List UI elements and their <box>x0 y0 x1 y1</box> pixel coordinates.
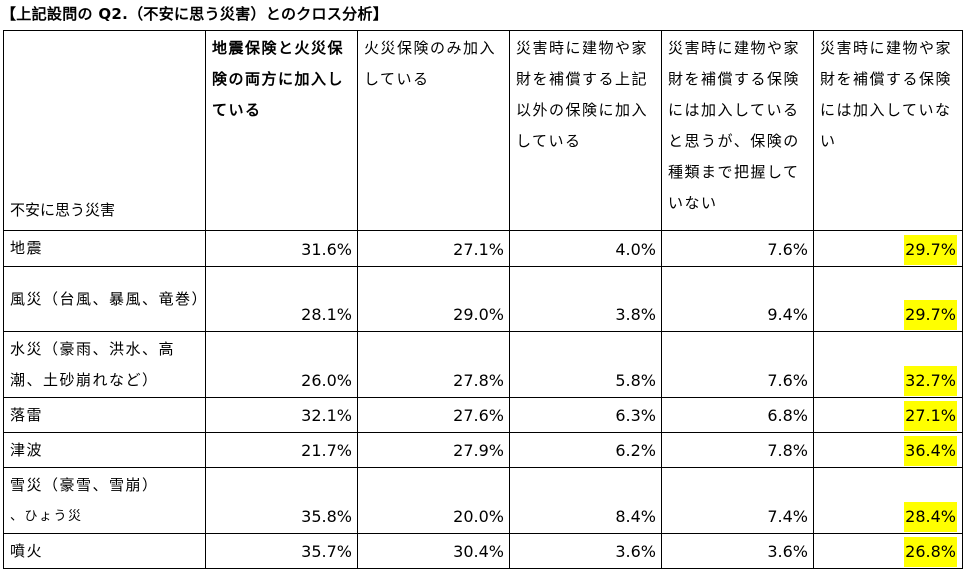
table-cell: 7.8% <box>661 432 814 468</box>
table-cell: 4.0% <box>509 230 662 267</box>
table-row: 雪災（豪雪、雪崩） 、ひょう災 35.8% 20.0% 8.4% 7.4% 28… <box>3 467 963 534</box>
table-cell: 9.4% <box>661 266 814 332</box>
highlighted-cell: 26.8% <box>904 537 957 567</box>
table-row: 地震 31.6% 27.1% 4.0% 7.6% 29.7% <box>3 230 963 267</box>
table-cell: 35.8% <box>205 467 358 534</box>
row-label: 風災（台風、暴風、竜巻） <box>3 266 207 332</box>
table-row: 落雷 32.1% 27.6% 6.3% 6.8% 27.1% <box>3 397 963 433</box>
table-cell: 29.0% <box>357 266 510 332</box>
column-header: 災害時に建物や家財を補償する保険には加入していない <box>813 30 963 231</box>
table-cell: 3.8% <box>509 266 662 332</box>
highlighted-cell: 28.4% <box>904 502 957 532</box>
table-row: 水災（豪雨、洪水、高潮、土砂崩れなど） 26.0% 27.8% 5.8% 7.6… <box>3 331 963 398</box>
column-header: 災害時に建物や家財を補償する上記以外の保険に加入している <box>509 30 662 231</box>
column-header: 火災保険のみ加入している <box>357 30 510 231</box>
table-cell: 35.7% <box>205 533 358 569</box>
row-label: 落雷 <box>3 397 206 433</box>
column-header: 災害時に建物や家財を補償する保険には加入していると思うが、保険の種類まで把握して… <box>661 30 814 231</box>
row-label: 雪災（豪雪、雪崩） <box>10 475 159 494</box>
table-cell: 30.4% <box>357 533 510 569</box>
table-row: 風災（台風、暴風、竜巻） 28.1% 29.0% 3.8% 9.4% 29.7% <box>3 266 963 332</box>
row-label: 津波 <box>3 432 206 468</box>
table-cell: 31.6% <box>205 230 358 267</box>
column-header: 地震保険と火災保険の両方に加入している <box>205 30 358 231</box>
table-row: 噴火 35.7% 30.4% 3.6% 3.6% 26.8% <box>3 533 963 569</box>
page-title: 【上記設問の Q2.（不安に思う災害）とのクロス分析】 <box>1 5 389 23</box>
table-cell: 3.6% <box>509 533 662 569</box>
highlighted-cell: 29.7% <box>904 300 957 330</box>
corner-label: 不安に思う災害 <box>3 30 206 231</box>
highlighted-cell: 32.7% <box>904 366 957 396</box>
header-row: 不安に思う災害 地震保険と火災保険の両方に加入している 火災保険のみ加入している… <box>3 30 963 231</box>
table-cell: 7.6% <box>661 331 814 398</box>
table-cell: 6.3% <box>509 397 662 433</box>
row-label: 水災（豪雨、洪水、高潮、土砂崩れなど） <box>3 331 206 398</box>
highlighted-cell: 36.4% <box>904 436 957 466</box>
highlighted-cell: 29.7% <box>904 235 957 265</box>
table-cell: 27.9% <box>357 432 510 468</box>
table-cell: 6.2% <box>509 432 662 468</box>
table-cell: 20.0% <box>357 467 510 534</box>
row-label: 噴火 <box>3 533 206 569</box>
highlighted-cell: 27.1% <box>904 401 957 431</box>
table-cell: 28.1% <box>205 266 358 332</box>
table-cell: 27.6% <box>357 397 510 433</box>
table-row: 津波 21.7% 27.9% 6.2% 7.8% 36.4% <box>3 432 963 468</box>
table-cell: 7.6% <box>661 230 814 267</box>
table-cell: 7.4% <box>661 467 814 534</box>
table-cell: 32.1% <box>205 397 358 433</box>
table-cell: 21.7% <box>205 432 358 468</box>
table-cell: 3.6% <box>661 533 814 569</box>
table-cell: 8.4% <box>509 467 662 534</box>
table-cell: 6.8% <box>661 397 814 433</box>
table-cell: 5.8% <box>509 331 662 398</box>
row-label: 地震 <box>3 230 206 267</box>
table-cell: 27.8% <box>357 331 510 398</box>
table-cell: 27.1% <box>357 230 510 267</box>
row-label-continuation: 、ひょう災 <box>10 508 83 524</box>
cross-analysis-table: 不安に思う災害 地震保険と火災保険の両方に加入している 火災保険のみ加入している… <box>3 30 963 569</box>
table-cell: 26.0% <box>205 331 358 398</box>
